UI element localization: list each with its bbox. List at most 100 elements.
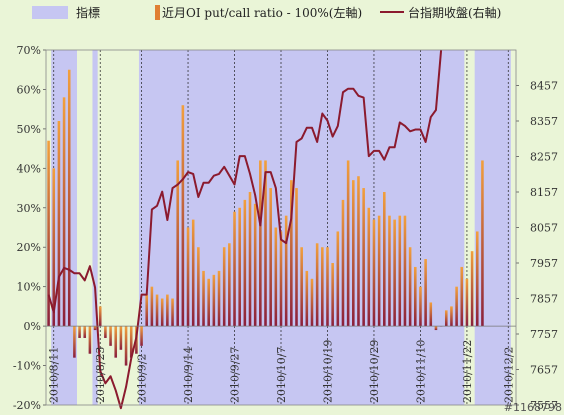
put-call-bar bbox=[450, 306, 453, 327]
x-tick-label: 2010/10/19 bbox=[321, 340, 334, 403]
put-call-bar bbox=[336, 231, 340, 327]
put-call-bar bbox=[129, 326, 133, 358]
put-call-bar bbox=[310, 278, 314, 327]
left-tick-label: 20% bbox=[17, 241, 41, 254]
legend: 指標 近月OI put/call ratio - 100%(左軸) 台指期收盤(… bbox=[32, 5, 501, 20]
put-call-bar bbox=[470, 251, 474, 327]
put-call-bar bbox=[419, 286, 422, 327]
put-call-bar bbox=[481, 160, 484, 327]
plot-frame bbox=[45, 49, 517, 406]
x-tick-label: 2010/8/11 bbox=[48, 347, 61, 403]
put-call-bar bbox=[197, 247, 200, 327]
watermark: #1168798 bbox=[504, 401, 562, 414]
put-call-bar bbox=[207, 278, 210, 327]
put-call-bar bbox=[67, 69, 71, 327]
put-call-bar bbox=[475, 231, 479, 327]
put-call-bar bbox=[83, 326, 87, 338]
left-tick-label: 40% bbox=[17, 162, 41, 175]
right-tick-label: 7757 bbox=[530, 328, 558, 341]
put-call-bar bbox=[455, 286, 458, 327]
put-call-bar bbox=[388, 215, 391, 327]
left-tick-label: -10% bbox=[13, 360, 41, 373]
right-tick-label: 8157 bbox=[530, 186, 558, 199]
put-call-bar bbox=[222, 247, 226, 327]
put-call-bar bbox=[367, 207, 371, 327]
legend-indicator-label: 指標 bbox=[76, 5, 100, 20]
put-call-bar bbox=[346, 160, 350, 327]
x-tick-label: 2010/9/27 bbox=[229, 347, 242, 403]
left-tick-label: -20% bbox=[13, 399, 41, 412]
put-call-bar bbox=[181, 105, 185, 327]
put-call-bar bbox=[264, 160, 267, 327]
put-call-bar bbox=[393, 219, 396, 327]
left-tick-label: 60% bbox=[17, 83, 41, 96]
put-call-bar bbox=[434, 326, 438, 331]
put-call-bar bbox=[341, 199, 345, 327]
x-tick-label: 2010/10/7 bbox=[275, 347, 288, 403]
put-call-bar bbox=[88, 326, 92, 354]
put-call-bar bbox=[274, 227, 278, 327]
x-tick-label: 2010/9/14 bbox=[182, 347, 195, 403]
put-call-bar bbox=[238, 207, 241, 327]
put-call-bar bbox=[315, 243, 319, 327]
put-call-bar bbox=[429, 302, 433, 327]
left-tick-label: 30% bbox=[17, 202, 41, 215]
legend-indicator-swatch bbox=[32, 6, 68, 19]
put-call-bar bbox=[372, 219, 376, 327]
put-call-bar bbox=[259, 160, 262, 327]
put-call-bar bbox=[150, 286, 154, 327]
put-call-bar bbox=[326, 247, 329, 327]
x-tick-label: 2010/9/2 bbox=[136, 354, 149, 403]
legend-line-label: 台指期收盤(右軸) bbox=[408, 5, 501, 20]
put-call-bar bbox=[171, 298, 174, 327]
put-call-bar bbox=[269, 188, 272, 327]
put-call-bar bbox=[228, 243, 231, 327]
x-tick-label: 2010/10/29 bbox=[368, 340, 381, 403]
put-call-bar bbox=[465, 278, 469, 327]
indicator-band bbox=[92, 50, 98, 405]
put-call-bar bbox=[253, 203, 257, 327]
put-call-bar bbox=[145, 294, 149, 327]
x-tick-label: 2010/12/2 bbox=[502, 347, 515, 403]
right-tick-label: 7957 bbox=[530, 257, 558, 270]
put-call-bar bbox=[357, 176, 360, 327]
put-call-bar bbox=[212, 274, 216, 327]
x-axis: 2010/8/11 2010/8/23 2010/9/2 2010/9/14 2010/… bbox=[48, 340, 516, 403]
put-call-bar bbox=[408, 247, 412, 327]
put-call-bar bbox=[191, 219, 195, 327]
left-tick-label: 0% bbox=[24, 320, 41, 333]
put-call-bar bbox=[331, 263, 334, 327]
right-tick-label: 8457 bbox=[530, 80, 558, 93]
put-call-bar bbox=[398, 215, 402, 327]
put-call-bar bbox=[377, 215, 381, 327]
put-call-bar bbox=[57, 121, 61, 327]
x-tick-label: 2010/8/23 bbox=[94, 347, 107, 403]
put-call-bar bbox=[295, 188, 298, 327]
put-call-bar bbox=[62, 97, 66, 327]
index-close-line bbox=[47, 49, 443, 410]
legend-bar-label: 近月OI put/call ratio - 100%(左軸) bbox=[162, 5, 362, 20]
left-tick-label: 70% bbox=[17, 44, 41, 57]
put-call-bar bbox=[217, 270, 221, 327]
put-call-bar bbox=[202, 270, 205, 327]
right-tick-label: 7857 bbox=[530, 293, 558, 306]
put-call-bar bbox=[140, 326, 143, 346]
put-call-bar bbox=[47, 140, 50, 327]
legend-bar-swatch bbox=[155, 5, 160, 20]
plot-area bbox=[45, 49, 517, 410]
right-axis: 7557 7657 7757 7857 7957 8057 8157 8257 8357 8457 bbox=[516, 80, 558, 412]
put-call-bar bbox=[166, 294, 169, 327]
put-call-bar bbox=[93, 326, 97, 331]
put-call-bar bbox=[109, 326, 112, 346]
put-call-bar bbox=[279, 231, 283, 327]
put-call-bar bbox=[233, 211, 236, 327]
left-tick-label: 10% bbox=[17, 281, 41, 294]
put-call-bar bbox=[460, 266, 464, 327]
put-call-bar bbox=[176, 160, 179, 327]
put-call-bar bbox=[52, 168, 56, 327]
put-call-bar bbox=[413, 266, 417, 327]
right-tick-label: 7657 bbox=[530, 364, 558, 377]
put-call-bar bbox=[248, 192, 252, 327]
x-tick-label: 2010/11/22 bbox=[461, 340, 474, 403]
put-call-bar bbox=[155, 294, 159, 327]
